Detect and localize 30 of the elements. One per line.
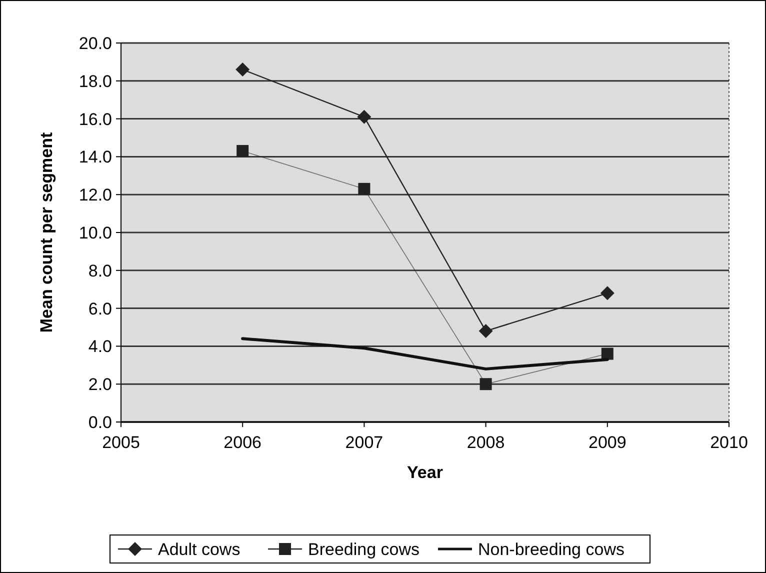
legend-label: Adult cows <box>158 540 240 559</box>
point <box>478 324 493 338</box>
x-tick-label: 2006 <box>224 433 262 452</box>
y-tick-label: 8.0 <box>88 261 112 280</box>
x-tick-label: 2005 <box>102 433 140 452</box>
point <box>601 348 614 360</box>
point <box>358 182 370 195</box>
legend-label: Non-breeding cows <box>478 540 624 559</box>
x-axis-title: Year <box>407 463 444 482</box>
y-tick-label: 16.0 <box>78 110 112 129</box>
point <box>236 62 250 77</box>
y-tick-label: 0.0 <box>88 413 112 432</box>
point <box>600 286 614 300</box>
x-tick-label: 2007 <box>345 433 384 452</box>
y-tick-label: 2.0 <box>88 375 112 394</box>
y-tick-label: 20.0 <box>78 34 112 53</box>
x-tick-label: 2008 <box>466 433 505 452</box>
point <box>480 378 492 390</box>
y-tick-label: 12.0 <box>78 186 112 205</box>
x-tick-label: 2010 <box>710 433 748 452</box>
point <box>357 110 372 124</box>
y-tick-label: 6.0 <box>88 299 112 318</box>
y-axis-title: Mean count per segment <box>37 132 56 333</box>
y-tick-label: 4.0 <box>88 337 112 356</box>
point <box>236 145 249 158</box>
y-tick-label: 14.0 <box>78 148 112 167</box>
legend-label: Breeding cows <box>308 540 420 559</box>
y-tick-label: 18.0 <box>78 72 112 91</box>
y-tick-label: 10.0 <box>78 224 112 242</box>
x-tick-label: 2009 <box>588 433 626 452</box>
